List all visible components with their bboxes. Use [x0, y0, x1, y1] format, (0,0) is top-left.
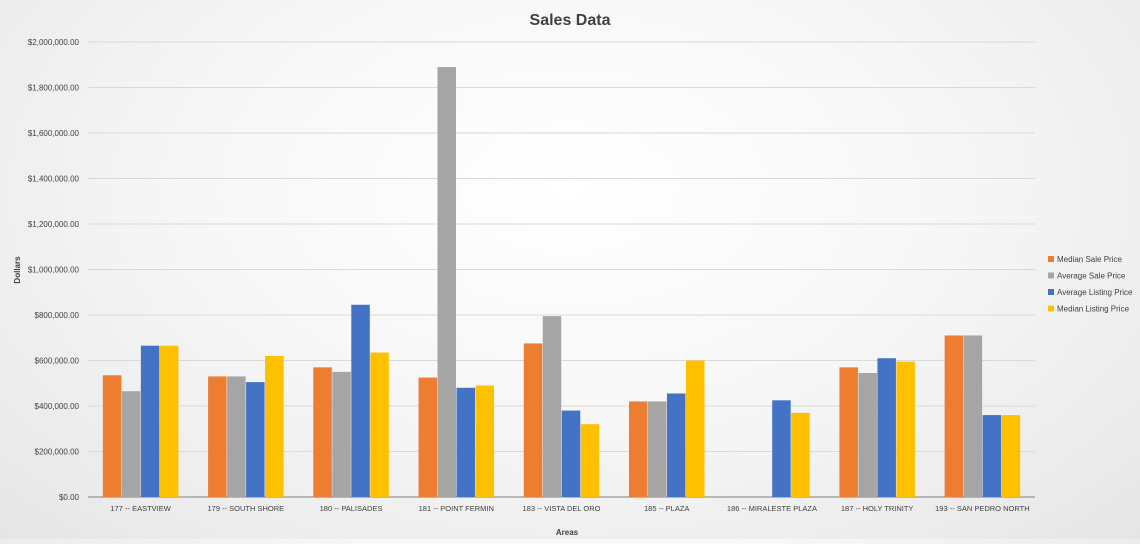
bar: [456, 387, 476, 497]
x-tick-label: 185 -- PLAZA: [644, 504, 689, 513]
y-tick-label: $400,000.00: [35, 402, 80, 411]
bar: [418, 377, 438, 497]
y-tick-label: $1,600,000.00: [28, 129, 80, 138]
bar: [437, 67, 457, 498]
y-tick-label: $1,000,000.00: [28, 266, 80, 275]
bar: [332, 371, 351, 497]
bar: [159, 345, 179, 497]
bar: [370, 352, 389, 497]
legend-swatch: [1048, 256, 1054, 262]
y-axis-label: Dollars: [13, 256, 22, 284]
legend-label: Average Listing Price: [1057, 288, 1133, 297]
legend-label: Average Sale Price: [1057, 272, 1126, 281]
x-tick-label: 177 -- EASTVIEW: [110, 504, 171, 513]
y-tick-label: $1,800,000.00: [28, 84, 80, 93]
bar: [858, 373, 877, 497]
x-tick-label: 181 -- POINT FERMIN: [419, 504, 494, 513]
x-tick-label: 187 -- HOLY TRINITY: [841, 504, 914, 513]
bar: [140, 345, 160, 497]
bar: [208, 376, 227, 497]
bar: [877, 358, 896, 497]
legend-label: Median Listing Price: [1057, 305, 1130, 314]
y-tick-label: $0.00: [59, 493, 80, 502]
legend-label: Median Sale Price: [1057, 255, 1122, 264]
legend-swatch: [1048, 272, 1054, 279]
y-tick-label: $800,000.00: [35, 311, 80, 320]
x-axis-label: Areas: [556, 528, 579, 537]
y-tick-labels: $0.00 $200,000.00 $400,000.00 $600,000.00 $8…: [28, 38, 80, 502]
legend-swatch: [1048, 305, 1054, 312]
bar: [1001, 415, 1021, 497]
bar: [839, 367, 858, 497]
bar: [246, 382, 265, 497]
y-tick-label: $1,200,000.00: [28, 220, 80, 229]
gridlines: [88, 41, 1035, 498]
x-tick-label: 180 -- PALISADES: [320, 504, 383, 513]
bar: [666, 393, 686, 497]
y-tick-label: $200,000.00: [35, 448, 80, 457]
x-tick-labels: 177 -- EASTVIEW 179 -- SOUTH SHORE 180 -- …: [110, 504, 1029, 513]
bar: [227, 376, 246, 497]
bar: [896, 361, 915, 497]
bars: [102, 67, 1021, 498]
bar: [628, 401, 648, 497]
bar: [542, 316, 562, 497]
bar: [982, 415, 1002, 497]
x-tick-label: 183 -- VISTA DEL ORO: [523, 504, 601, 513]
y-tick-label: $600,000.00: [35, 357, 80, 366]
chart-title: Sales Data: [530, 12, 611, 29]
bar: [561, 410, 581, 497]
bar: [944, 335, 964, 497]
y-tick-label: $2,000,000.00: [28, 38, 80, 47]
legend-swatch: [1048, 289, 1054, 295]
bar: [102, 375, 122, 497]
bar: [523, 343, 543, 497]
bar: [963, 335, 983, 497]
legend: Median Sale Price Average Sale Price Avera…: [1048, 255, 1133, 314]
bar: [121, 391, 141, 497]
x-tick-label: 179 -- SOUTH SHORE: [207, 504, 284, 513]
bar: [772, 400, 791, 497]
bar: [265, 355, 284, 497]
bar: [313, 367, 332, 497]
x-tick-label: 186 -- MIRALESTE PLAZA: [727, 504, 817, 513]
x-tick-label: 193 -- SAN PEDRO NORTH: [935, 504, 1029, 513]
bar: [351, 304, 370, 497]
y-tick-label: $1,400,000.00: [28, 175, 80, 184]
bar: [791, 412, 810, 497]
bar: [580, 424, 600, 497]
bar: [475, 385, 495, 497]
bar: [647, 401, 667, 497]
bar: [685, 360, 705, 497]
